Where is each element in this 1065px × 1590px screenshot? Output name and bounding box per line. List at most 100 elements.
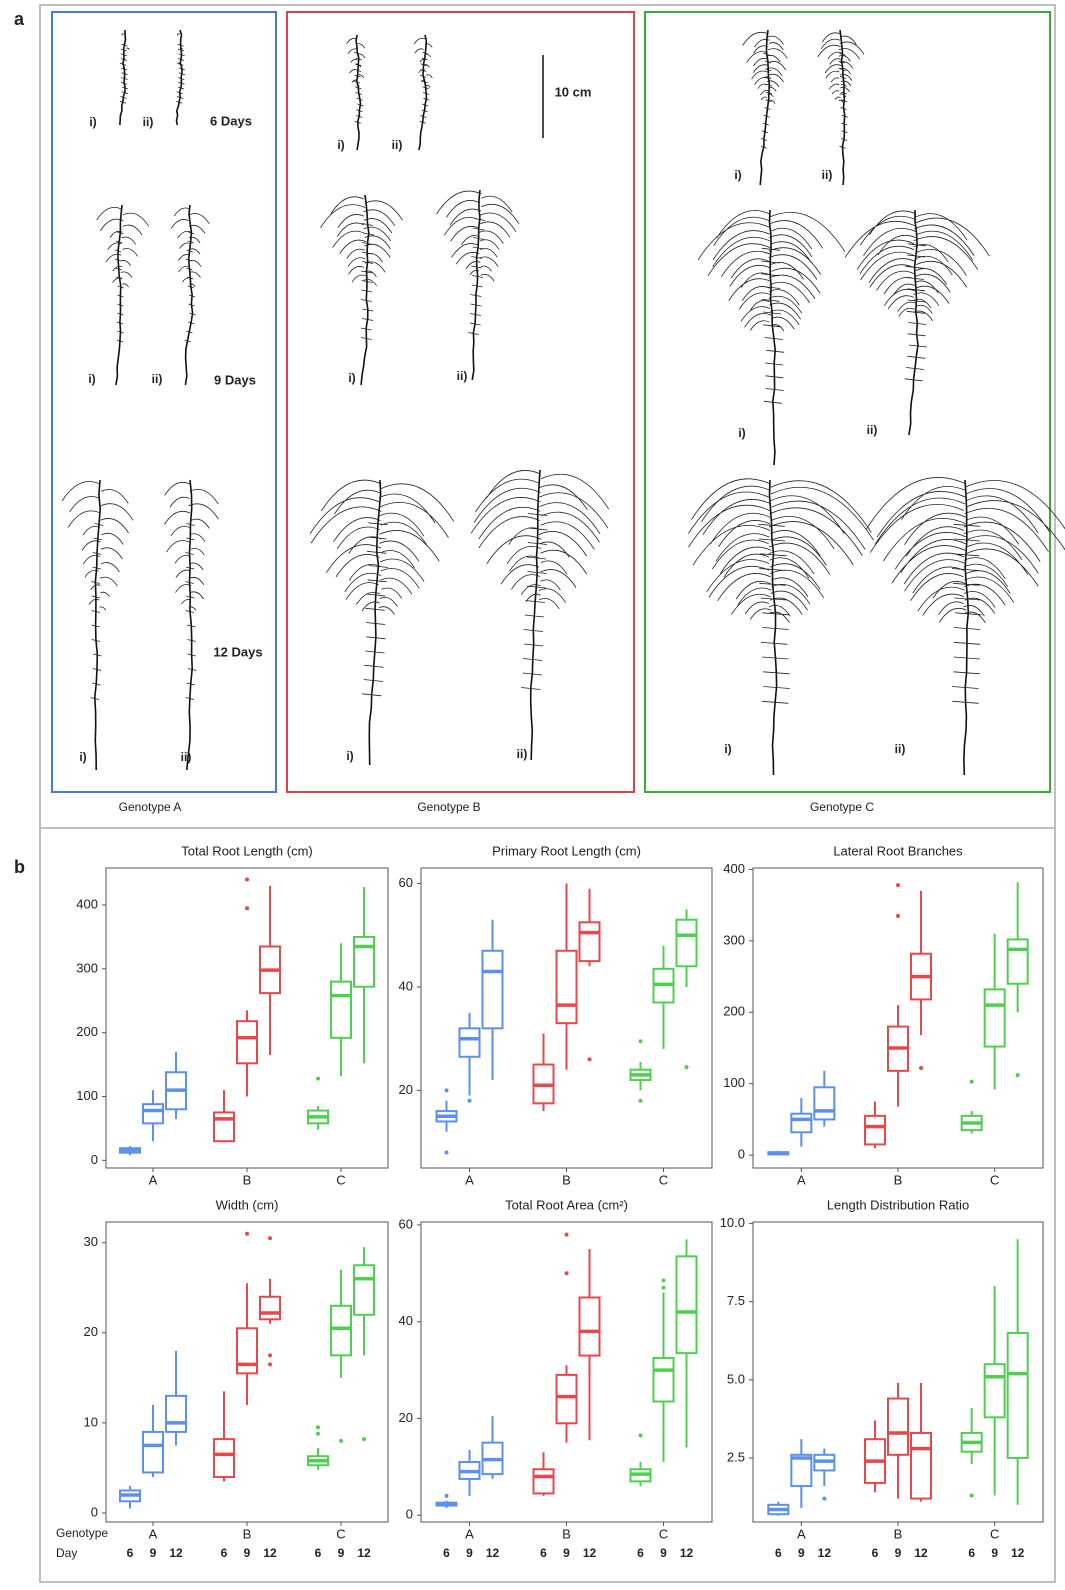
y-tick-label: 40 <box>399 1313 413 1328</box>
outlier <box>316 1431 320 1436</box>
x-tick-label: A <box>797 1526 806 1541</box>
box <box>213 1438 235 1478</box>
y-tick-label: 0 <box>738 1147 745 1162</box>
root-stem <box>839 29 846 186</box>
chart-title: Lateral Root Branches <box>833 843 963 858</box>
x-tick-label: C <box>659 1172 668 1187</box>
chart-title: Length Distribution Ratio <box>827 1197 969 1212</box>
outlier <box>896 913 900 918</box>
root-laterals <box>176 33 186 104</box>
root-stem <box>768 479 778 776</box>
replicate-label: ii) <box>181 750 192 764</box>
outlier <box>268 1236 272 1241</box>
day-label: 12 <box>680 1546 694 1560</box>
box <box>555 949 578 1025</box>
box <box>1006 1331 1029 1459</box>
box <box>213 1111 235 1143</box>
box <box>353 1264 375 1316</box>
day-label: 12 Days <box>213 644 262 659</box>
day-label: 6 <box>540 1546 547 1560</box>
day-label: 12 <box>486 1546 500 1560</box>
box <box>330 980 352 1039</box>
day-label: 9 <box>798 1546 805 1560</box>
box <box>236 1020 258 1065</box>
box <box>887 1397 909 1456</box>
root-stem <box>908 210 919 436</box>
y-tick-label: 200 <box>76 1024 98 1039</box>
outlier <box>822 1496 827 1501</box>
genotype-label: Genotype A <box>119 800 182 814</box>
day-label: 6 <box>221 1546 228 1560</box>
panel-label: a <box>14 9 25 29</box>
box <box>165 1394 187 1433</box>
x-tick-label: C <box>990 1172 999 1187</box>
outlier <box>969 1079 974 1084</box>
outlier <box>245 877 249 882</box>
replicate-label: i) <box>88 372 95 386</box>
genotype-label: Genotype B <box>417 800 480 814</box>
box <box>142 1430 164 1474</box>
day-label: 9 <box>338 1546 345 1560</box>
outlier <box>245 906 249 911</box>
y-tick-label: 0 <box>91 1152 98 1167</box>
figure-frame <box>39 4 1056 1583</box>
box <box>353 935 375 988</box>
y-tick-label: 0 <box>406 1507 413 1522</box>
day-label: 6 <box>968 1546 975 1560</box>
x-tick-label: C <box>336 1172 345 1187</box>
day-label: 6 <box>872 1546 879 1560</box>
y-tick-label: 10.0 <box>720 1215 745 1230</box>
day-label: 12 <box>169 1546 183 1560</box>
box <box>983 1363 1006 1419</box>
genotype-frame <box>644 11 1051 793</box>
root-stem <box>175 29 183 126</box>
x-tick-label: C <box>659 1526 668 1541</box>
day-label: 6 Days <box>210 113 252 128</box>
y-tick-label: 200 <box>723 1004 745 1019</box>
box <box>578 1296 601 1357</box>
y-tick-label: 20 <box>399 1410 413 1425</box>
day-label: 12 <box>583 1546 597 1560</box>
root-laterals <box>697 210 846 404</box>
root-laterals <box>170 207 210 343</box>
replicate-label: ii) <box>152 372 163 386</box>
replicate-label: i) <box>738 426 745 440</box>
outlier <box>896 883 900 888</box>
y-tick-label: 40 <box>399 978 413 993</box>
y-tick-label: 60 <box>399 1216 413 1231</box>
x-tick-label: C <box>990 1526 999 1541</box>
outlier <box>684 1065 689 1070</box>
day-label: 12 <box>914 1546 928 1560</box>
outlier <box>564 1232 569 1237</box>
outlier <box>444 1493 449 1498</box>
y-tick-label: 300 <box>723 932 745 947</box>
row-label: Genotype <box>56 1526 108 1540</box>
day-label: 6 <box>315 1546 322 1560</box>
box <box>910 1431 932 1500</box>
x-tick-label: B <box>894 1526 903 1541</box>
genotype-frame <box>286 11 635 793</box>
outlier <box>969 1493 974 1498</box>
y-tick-label: 300 <box>76 960 98 975</box>
root-stem <box>186 479 194 771</box>
replicate-label: ii) <box>143 115 154 129</box>
scale-bar-label: 10 cm <box>555 84 592 99</box>
y-tick-label: 10 <box>84 1414 98 1429</box>
box <box>864 1114 886 1146</box>
root-laterals <box>844 210 990 382</box>
replicate-label: i) <box>734 168 741 182</box>
outlier <box>444 1088 449 1093</box>
box <box>532 1468 555 1495</box>
root-laterals <box>96 207 150 343</box>
box <box>236 1327 258 1375</box>
x-tick-label: B <box>562 1172 571 1187</box>
chart-title: Total Root Length (cm) <box>181 843 313 858</box>
root-stem <box>963 479 970 776</box>
replicate-label: ii) <box>822 168 833 182</box>
outlier <box>268 1353 272 1358</box>
replicate-label: i) <box>348 371 355 385</box>
replicate-label: i) <box>89 115 96 129</box>
day-label: 12 <box>357 1546 371 1560</box>
root-laterals <box>470 470 609 690</box>
